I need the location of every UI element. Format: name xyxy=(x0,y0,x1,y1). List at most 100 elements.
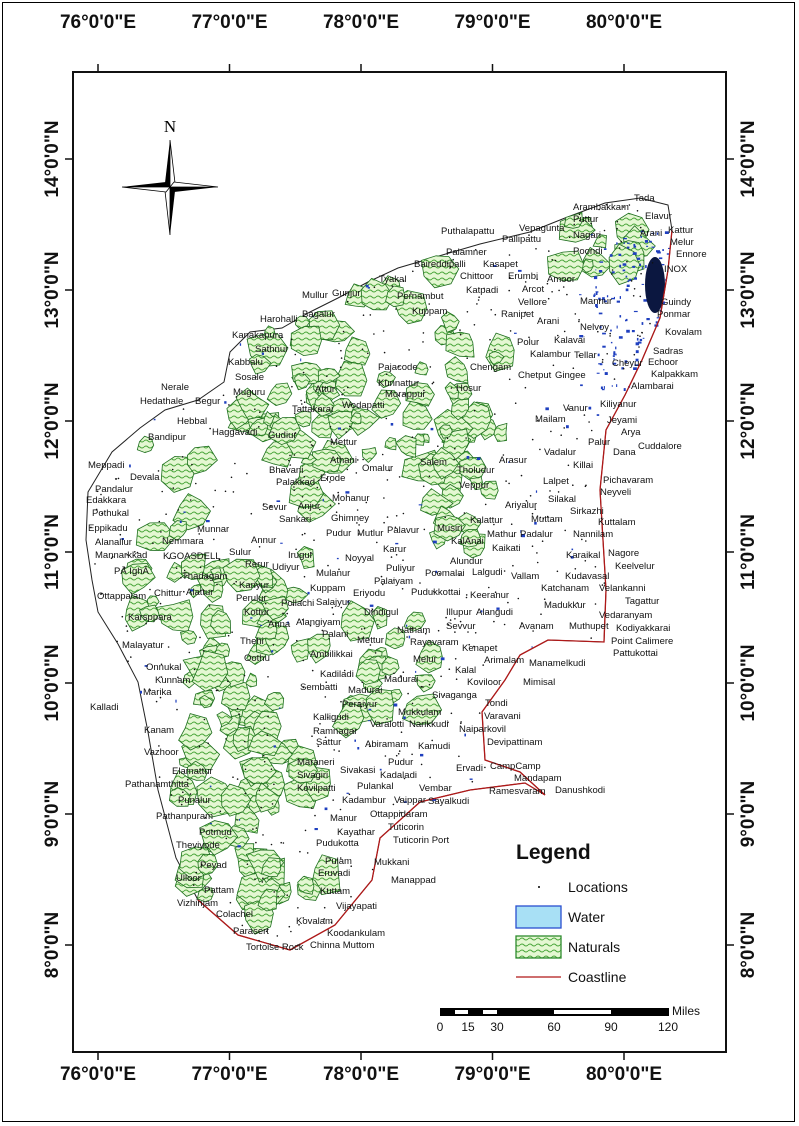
water-body xyxy=(595,286,597,289)
latitude-label-left: 9°0'0"N xyxy=(42,781,63,848)
place-label: Veppur xyxy=(459,480,489,491)
place-label: Nagore xyxy=(608,548,639,559)
location-point xyxy=(280,841,283,844)
water-body xyxy=(633,243,636,247)
water-body xyxy=(618,336,623,339)
place-label: Vellore xyxy=(518,297,547,308)
place-label: Mohanur xyxy=(332,493,370,504)
place-label: Mulanur xyxy=(316,568,350,579)
location-point xyxy=(432,381,435,384)
water-body xyxy=(611,297,615,300)
natural-area xyxy=(290,325,322,357)
water-body xyxy=(345,491,350,494)
location-point xyxy=(490,309,493,311)
natural-area xyxy=(124,594,155,632)
natural-area xyxy=(189,583,202,599)
location-point xyxy=(477,729,479,732)
location-point xyxy=(262,834,264,836)
place-label: Vijayapati xyxy=(336,901,377,912)
latitude-label-left: 11°0'0"N xyxy=(42,514,63,590)
water-body xyxy=(662,249,664,251)
location-point xyxy=(369,314,372,316)
location-point xyxy=(402,559,404,561)
natural-area xyxy=(247,730,283,757)
place-label: Mukkulam xyxy=(398,707,441,718)
location-point xyxy=(302,371,305,374)
water-body xyxy=(521,534,525,538)
place-label: Puttur xyxy=(573,214,598,225)
legend-item-locations: Locations xyxy=(568,879,628,895)
place-label: Kadaladi xyxy=(380,770,417,781)
place-label: Palamner xyxy=(446,247,487,258)
location-point xyxy=(228,404,230,406)
location-point xyxy=(508,254,511,256)
location-point xyxy=(304,532,306,535)
place-label: Kanakapura xyxy=(232,330,284,341)
location-point xyxy=(376,541,378,544)
location-point xyxy=(514,402,517,405)
water-body xyxy=(140,690,142,694)
place-label: Koviloor xyxy=(467,677,501,688)
water-body xyxy=(631,330,635,333)
water-body xyxy=(624,360,628,363)
location-point xyxy=(636,210,639,212)
water-body xyxy=(183,511,186,513)
location-point xyxy=(507,601,509,604)
natural-area xyxy=(563,211,583,229)
location-point xyxy=(484,766,486,769)
natural-area xyxy=(334,361,368,397)
location-point xyxy=(90,526,92,529)
location-point xyxy=(270,768,273,770)
location-point xyxy=(460,722,462,725)
location-point xyxy=(195,871,198,874)
water-body xyxy=(634,364,639,366)
place-label: Neyveli xyxy=(600,487,631,498)
place-label: Polur xyxy=(517,337,539,348)
location-point xyxy=(172,487,175,489)
place-label: Avanam xyxy=(519,621,554,632)
location-point xyxy=(573,223,575,226)
location-point xyxy=(134,551,136,553)
water-body xyxy=(271,650,274,653)
location-point xyxy=(488,586,490,589)
location-point xyxy=(477,299,480,301)
location-point xyxy=(394,526,397,529)
water-body xyxy=(609,254,613,257)
longitude-label-bottom: 79°0'0"E xyxy=(454,1064,530,1085)
water-body xyxy=(603,300,607,303)
location-point xyxy=(189,499,192,501)
place-label: Eriyodu xyxy=(353,588,385,599)
location-point xyxy=(582,577,584,579)
place-label: Ramnagar xyxy=(313,726,357,737)
location-point xyxy=(360,705,363,708)
location-point xyxy=(465,437,467,439)
location-point xyxy=(281,336,283,339)
location-point xyxy=(493,523,495,526)
location-point xyxy=(160,531,162,533)
location-point xyxy=(609,335,611,337)
place-label: Arcot xyxy=(522,284,545,295)
location-point xyxy=(365,501,368,504)
place-label: Kalladi xyxy=(90,702,119,713)
location-point xyxy=(424,632,427,635)
location-point xyxy=(536,420,539,422)
place-label: Rerur xyxy=(245,559,269,570)
location-point xyxy=(340,606,343,609)
location-point xyxy=(341,393,343,396)
water-body xyxy=(598,270,603,273)
location-point xyxy=(502,454,505,456)
place-label: Kuttalam xyxy=(598,517,636,528)
place-label: Alambarai xyxy=(631,381,674,392)
location-point xyxy=(622,367,625,370)
place-label: Manur xyxy=(330,813,357,824)
location-point xyxy=(594,603,597,605)
place-label: Attur xyxy=(315,384,335,395)
place-label: Pajacode xyxy=(378,362,418,373)
place-label: Harohalli xyxy=(260,314,298,325)
location-point xyxy=(297,907,299,909)
location-point xyxy=(236,707,239,710)
location-point xyxy=(459,329,461,331)
chennai-urban-cluster xyxy=(645,257,665,313)
location-point xyxy=(563,330,566,333)
natural-area xyxy=(395,435,417,458)
